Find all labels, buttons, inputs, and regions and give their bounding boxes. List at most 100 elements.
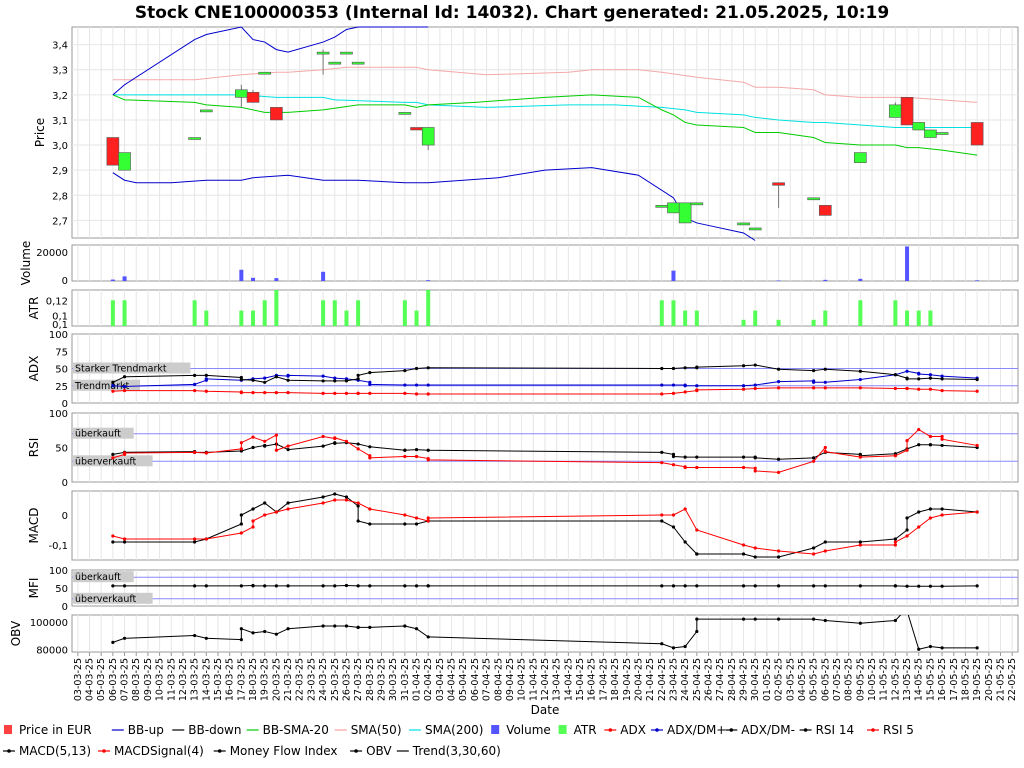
sma50-line	[112, 66, 978, 103]
x-tick-label: 10-03-25	[155, 658, 166, 701]
rsi5-point	[111, 456, 115, 460]
rsi5-point	[753, 469, 757, 473]
obv-point	[660, 642, 664, 646]
legend-swatch	[558, 725, 567, 734]
macd-point	[333, 492, 337, 496]
volume-bar	[321, 271, 326, 281]
sma200-line	[112, 94, 978, 128]
x-tick-label: 29-04-25	[739, 658, 750, 701]
legend-swatch-dot	[803, 728, 808, 732]
mfi-point	[239, 584, 243, 588]
x-tick-label: 29-03-25	[376, 658, 387, 701]
macd-signal-point	[671, 513, 676, 517]
adx-axis-label: ADX	[27, 356, 41, 382]
candle-body	[807, 197, 820, 201]
x-tick-label: 20-05-25	[984, 658, 995, 701]
rsi5-point	[368, 456, 372, 460]
volume-bar	[426, 280, 431, 281]
rsi14-point	[940, 443, 944, 448]
x-tick-label: 18-05-25	[960, 658, 971, 701]
macd-point	[193, 540, 197, 544]
candle	[316, 49, 330, 75]
mfi-point	[321, 584, 325, 588]
rsi5-point	[741, 465, 746, 470]
adx-point	[753, 386, 757, 391]
mfi-point	[333, 584, 337, 588]
rsi5-point	[812, 459, 816, 463]
x-tick-label: 19-03-25	[260, 658, 271, 701]
legend-item: BB-up	[111, 723, 164, 737]
price-tick-label: 3,0	[52, 141, 68, 152]
macd-signal-point	[321, 501, 325, 505]
adx-point	[321, 391, 325, 395]
dm-minus-point	[671, 366, 676, 371]
obv-point	[683, 644, 687, 649]
rsi5-point	[239, 441, 243, 445]
dm-minus-point	[917, 377, 921, 381]
legend-label: RSI 14	[816, 723, 855, 737]
candle	[900, 97, 914, 126]
dm-minus-point	[695, 365, 699, 369]
macd-point	[812, 546, 816, 550]
rsi5-point	[321, 434, 325, 439]
rsi14-point	[368, 445, 372, 449]
rsi14-point	[286, 447, 290, 452]
candle-body	[900, 97, 914, 126]
strong-trend-marker-label: Starker Trendmarkt	[75, 364, 167, 375]
x-tick-label: 11-03-25	[166, 658, 177, 701]
obv-point	[940, 646, 944, 650]
rsi5-point	[823, 445, 827, 450]
price-tick-label: 3,1	[52, 116, 68, 127]
candle	[270, 107, 283, 121]
legend-label: ATR	[574, 723, 597, 737]
adx-point	[263, 391, 267, 395]
macd-signal-point	[274, 510, 278, 514]
rsi5-point	[660, 461, 664, 465]
legend-item: RSI 5	[867, 723, 914, 737]
macd-point	[823, 540, 827, 544]
obv-point	[414, 627, 419, 631]
adx-point	[928, 387, 933, 391]
x-tick-label: 27-03-25	[353, 658, 364, 701]
candle	[690, 202, 704, 206]
x-tick-label: 23-03-25	[306, 658, 317, 701]
dm-plus-point	[753, 383, 757, 387]
obv-point	[111, 640, 115, 645]
x-tick-label: 18-04-25	[610, 658, 621, 701]
macd-signal-point	[660, 513, 664, 517]
mfi-point	[193, 584, 197, 588]
rsi14-point	[917, 443, 921, 447]
dm-plus-point	[741, 384, 746, 388]
candle	[106, 137, 120, 166]
obv-point	[671, 646, 676, 650]
price-tick-label: 3,4	[52, 41, 68, 52]
price-tick-label: 2,8	[52, 191, 68, 202]
rsi5-point	[695, 465, 699, 470]
dm-minus-point	[193, 373, 197, 377]
x-tick-label: 04-05-25	[797, 658, 808, 701]
rsi5-point	[263, 439, 267, 443]
mfi-point	[414, 584, 419, 588]
adx-point	[917, 387, 921, 391]
panel-mfi: 0 50 100 MFI überkauft überverkauft	[27, 566, 1019, 613]
macd-signal-point	[893, 543, 897, 547]
x-tick-label: 12-03-25	[178, 658, 189, 701]
obv-point	[368, 625, 372, 629]
obv-point	[741, 617, 746, 621]
legend-label: OBV	[366, 744, 392, 758]
macd-signal-point	[858, 543, 862, 547]
atr-bar	[332, 300, 337, 326]
legend-label: ADX/DM+	[667, 723, 726, 737]
candle-body	[328, 61, 342, 65]
adx-point	[274, 391, 278, 395]
x-tick-label: 13-03-25	[190, 658, 201, 701]
rsi14-point	[426, 448, 430, 452]
macd-line	[112, 493, 978, 558]
chart-title: Stock CNE100000353 (Internal Id: 14032).…	[135, 3, 889, 23]
x-axis: 03-03-25 04-03-25 05-03-25 06-03-25 07-03-25…	[73, 652, 1018, 701]
atr-bar	[110, 300, 115, 326]
x-tick-label: 20-04-25	[633, 658, 644, 701]
volume-bar	[858, 278, 863, 281]
legend-swatch-dot	[354, 749, 358, 753]
